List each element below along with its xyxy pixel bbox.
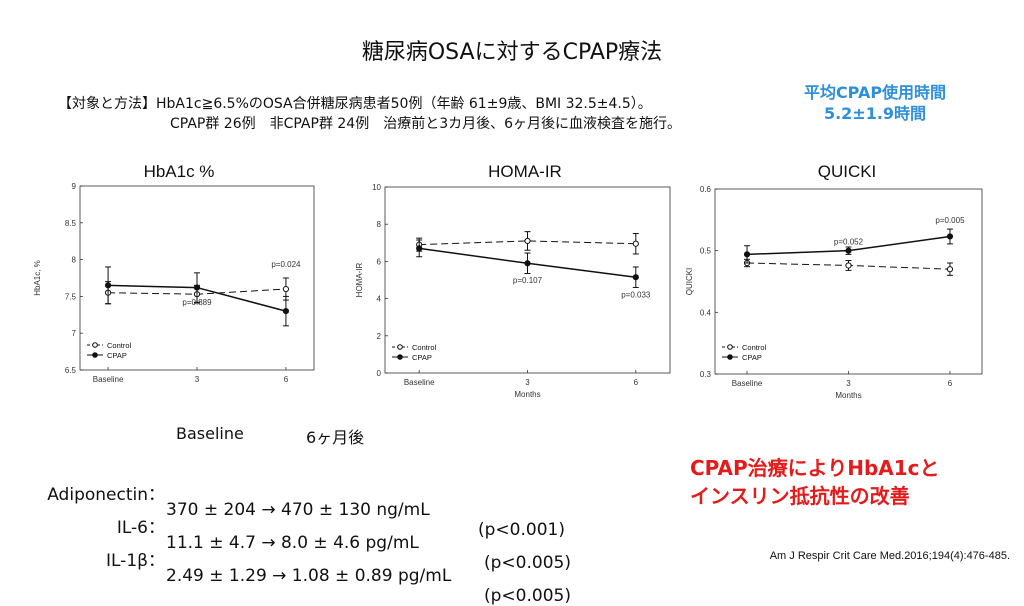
y-tick-label: 0.6 — [700, 185, 712, 194]
biomarker-row-il6: IL-6： 11.1 ± 4.7 → 8.0 ± 4.6 pg/mL (p<0.… — [0, 493, 571, 573]
data-point-control — [524, 237, 531, 245]
data-point-cpap — [104, 282, 112, 289]
header-6-months: 6ヶ月後 — [306, 428, 365, 447]
chart-title: HbA1c % — [144, 162, 215, 181]
legend-marker — [92, 352, 98, 358]
biomarker-label: IL-6： — [116, 518, 165, 538]
p-value-annotation: p=0.024 — [271, 260, 301, 269]
y-tick-label: 0.3 — [700, 370, 712, 379]
biomarker-label: IL-1β： — [106, 551, 165, 571]
x-tick-label: Baseline — [93, 375, 124, 384]
y-tick-label: 9 — [72, 182, 77, 191]
p-value-annotation: p=0.052 — [834, 238, 864, 247]
x-tick-label: 3 — [525, 378, 530, 387]
p-value-annotation: p=0.107 — [513, 276, 543, 285]
biomarker-p-value: (p<0.005) — [484, 586, 571, 606]
y-axis-label: HbA1c, % — [33, 260, 42, 296]
x-tick-label: 6 — [948, 379, 953, 388]
biomarker-values: 2.49 ± 1.29 → 1.08 ± 0.89 pg/mL — [166, 566, 452, 586]
y-axis-label: QUICKI — [685, 268, 694, 296]
legend-marker — [727, 344, 733, 350]
y-tick-label: 7 — [72, 329, 77, 338]
method-line-1: 【対象と方法】HbA1c≧6.5%のOSA合併糖尿病患者50例（年齢 61±9歳… — [58, 96, 652, 112]
biomarker-row-adiponectin: Adiponectin： 370 ± 204 → 470 ± 130 ng/mL… — [0, 460, 565, 540]
y-tick-label: 6 — [377, 257, 382, 266]
data-point-cpap — [946, 233, 954, 240]
conclusion-line-1: CPAP治療によりHbA1cと — [690, 456, 940, 480]
legend-label-cpap: CPAP — [107, 351, 127, 360]
legend-label-control: Control — [742, 343, 767, 352]
data-point-cpap — [416, 245, 423, 252]
x-tick-label: 6 — [634, 378, 639, 387]
citation: Am J Respir Crit Care Med.2016;194(4):47… — [769, 550, 1010, 562]
conclusion-callout: CPAP治療によりHbA1cと インスリン抵抗性の改善 — [690, 454, 940, 510]
p-value-annotation: p=0.889 — [182, 298, 212, 307]
legend-label-control: Control — [412, 343, 437, 352]
cpap-usage-callout: 平均CPAP使用時間 5.2±1.9時間 — [775, 82, 975, 124]
y-tick-label: 8 — [377, 220, 382, 229]
method-text: 【対象と方法】HbA1c≧6.5%のOSA合併糖尿病患者50例（年齢 61±9歳… — [58, 94, 681, 134]
data-point-cpap — [524, 260, 531, 267]
usage-line-2: 5.2±1.9時間 — [823, 104, 927, 123]
chart-title: QUICKI — [818, 162, 877, 181]
y-tick-label: 7.5 — [65, 292, 77, 301]
header-baseline: Baseline — [176, 424, 244, 443]
y-tick-label: 4 — [377, 295, 382, 304]
biomarker-label: Adiponectin： — [47, 485, 165, 505]
legend-marker — [92, 342, 98, 348]
y-tick-label: 6.5 — [65, 366, 77, 375]
data-point-control — [845, 262, 852, 269]
biomarker-values: 370 ± 204 → 470 ± 130 ng/mL — [166, 500, 430, 520]
biomarker-values: 11.1 ± 4.7 → 8.0 ± 4.6 pg/mL — [166, 533, 419, 553]
chart-title: HOMA-IR — [488, 162, 562, 181]
y-tick-label: 8.5 — [65, 219, 77, 228]
p-value-annotation: p=0.005 — [935, 216, 965, 225]
legend-label-cpap: CPAP — [742, 353, 762, 362]
y-tick-label: 8 — [72, 256, 77, 265]
biomarker-p-value: (p<0.001) — [478, 520, 565, 540]
hba1c-chart: HbA1c % 6.5 7 7.5 8 8.5 9 Baseline 3 6 HbA1c, % p=0… — [33, 162, 315, 384]
y-tick-label: 10 — [372, 183, 381, 192]
x-tick-label: 3 — [846, 379, 851, 388]
data-point-cpap — [632, 274, 639, 281]
legend-label-control: Control — [107, 341, 132, 350]
x-axis-label: Months — [835, 391, 861, 400]
quicki-chart: QUICKI 0.3 0.4 0.5 0.6 Baseline 3 6 Months QUICKI… — [685, 162, 983, 400]
y-tick-label: 2 — [377, 332, 382, 341]
legend-marker — [397, 354, 403, 360]
slide-title: 糖尿病OSAに対するCPAP療法 — [361, 40, 663, 65]
x-tick-label: 6 — [284, 375, 289, 384]
data-point-cpap — [193, 284, 201, 291]
data-point-cpap — [282, 308, 290, 315]
data-point-control — [282, 285, 290, 293]
y-axis-label: HOMA-IR — [355, 262, 364, 297]
legend-marker — [397, 344, 403, 350]
data-point-control — [946, 266, 954, 273]
homa-ir-chart: HOMA-IR 0 2 4 6 8 10 Baseline 3 6 Months HOMA-IR p=0… — [355, 162, 671, 399]
x-tick-label: Baseline — [732, 379, 763, 388]
y-tick-label: 0.4 — [700, 308, 712, 317]
legend-label-cpap: CPAP — [412, 353, 432, 362]
p-value-annotation: p=0.033 — [621, 291, 651, 300]
x-axis-label: Months — [514, 390, 540, 399]
conclusion-line-2: インスリン抵抗性の改善 — [690, 484, 910, 508]
x-tick-label: 3 — [195, 375, 200, 384]
data-point-control — [632, 240, 639, 247]
biomarker-p-value: (p<0.005) — [484, 553, 571, 573]
biomarker-row-il1b: IL-1β： 2.49 ± 1.29 → 1.08 ± 0.89 pg/mL (… — [0, 526, 571, 606]
x-tick-label: Baseline — [404, 378, 435, 387]
y-tick-label: 0 — [377, 369, 382, 378]
y-tick-label: 0.5 — [700, 247, 712, 256]
method-line-2: CPAP群 26例 非CPAP群 24例 治療前と3カ月後、6ヶ月後に血液検査を… — [170, 116, 682, 132]
usage-line-1: 平均CPAP使用時間 — [803, 83, 947, 102]
data-point-cpap — [743, 251, 751, 258]
legend-marker — [727, 354, 733, 360]
data-point-cpap — [845, 247, 852, 254]
series-line-control — [419, 240, 636, 246]
